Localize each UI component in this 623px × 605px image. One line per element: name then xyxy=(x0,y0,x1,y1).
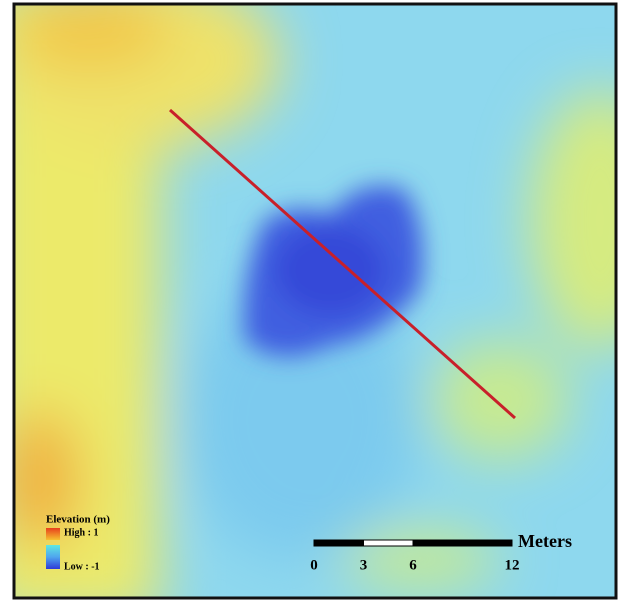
legend-low: Low : -1 xyxy=(64,561,100,572)
legend-high-swatch xyxy=(46,528,60,540)
legend-low-swatch xyxy=(46,545,60,569)
scale-unit: Meters xyxy=(518,531,572,551)
scale-tick-label: 3 xyxy=(360,557,368,573)
scale-segment xyxy=(364,540,414,546)
scale-tick-label: 0 xyxy=(310,557,318,573)
legend-high: High : 1 xyxy=(64,527,98,538)
scale-tick-label: 6 xyxy=(409,557,417,573)
scale-tick-label: 12 xyxy=(505,557,520,573)
scale-segment xyxy=(413,540,512,546)
elevation-map: Elevation (m) High : 1 Low : -1 Meters 0… xyxy=(0,0,623,605)
legend-title: Elevation (m) xyxy=(46,514,110,526)
scale-segment xyxy=(314,540,364,546)
